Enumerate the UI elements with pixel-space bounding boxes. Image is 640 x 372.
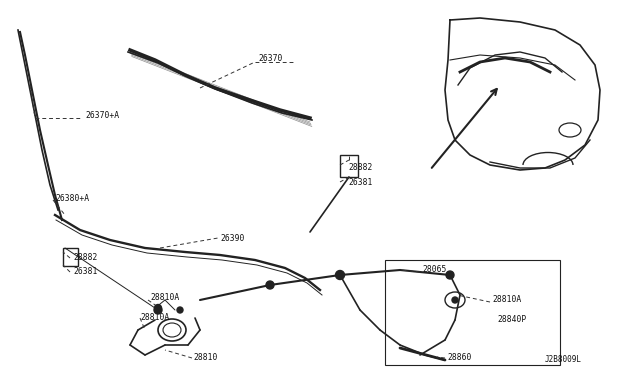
Bar [63,248,78,266]
Text: 28810A: 28810A [492,295,521,305]
Text: 28840P: 28840P [497,315,526,324]
Circle shape [266,281,274,289]
Bar [385,260,560,365]
Text: 28882: 28882 [73,253,97,263]
Text: 28065: 28065 [422,266,446,275]
Text: 28810A: 28810A [140,314,169,323]
Text: 26370: 26370 [258,54,282,62]
Text: 28810: 28810 [193,353,218,362]
Text: 28882: 28882 [348,163,372,171]
Text: 26381: 26381 [348,177,372,186]
Circle shape [154,306,162,314]
Circle shape [177,307,183,313]
Bar [340,155,358,177]
Text: 28860: 28860 [447,353,472,362]
Circle shape [154,305,161,311]
Text: 26380+A: 26380+A [55,193,89,202]
Text: 26390: 26390 [220,234,244,243]
Circle shape [335,270,344,279]
Circle shape [452,297,458,303]
Text: J2B8009L: J2B8009L [545,356,582,365]
Circle shape [446,271,454,279]
Text: 28810A: 28810A [150,294,179,302]
Text: 26370+A: 26370+A [85,110,119,119]
Text: 26381: 26381 [73,267,97,276]
